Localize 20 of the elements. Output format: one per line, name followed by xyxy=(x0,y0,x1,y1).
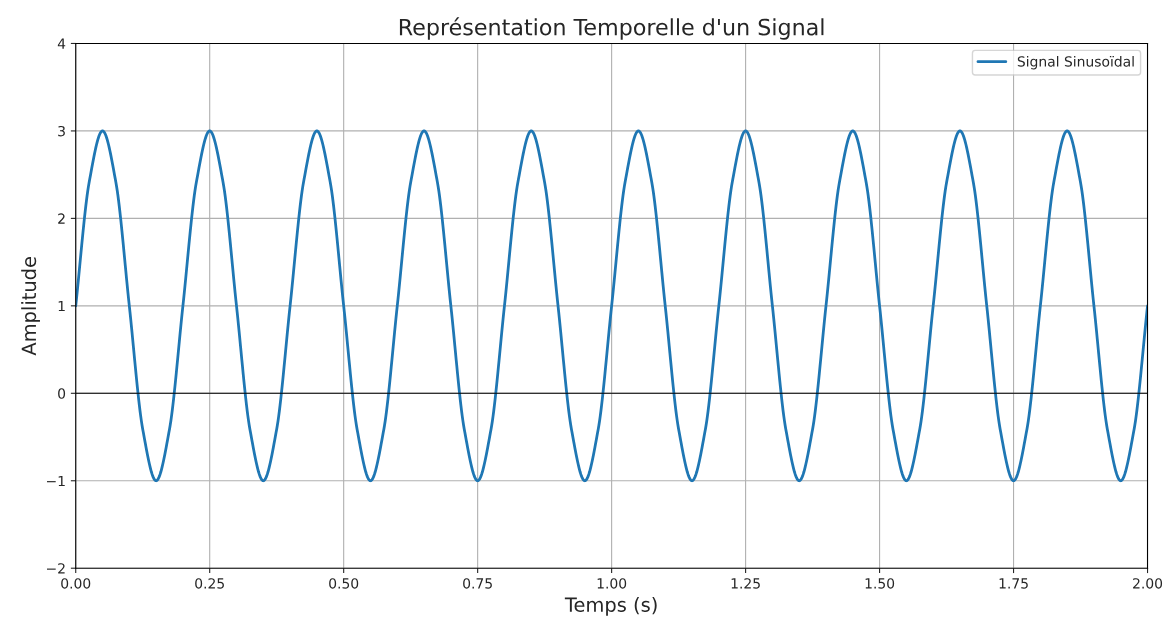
x-tick-label: 1.25 xyxy=(731,578,760,589)
y-tick-label: −1 xyxy=(47,475,65,487)
y-tick-label: 4 xyxy=(57,38,66,49)
y-tick-label: −2 xyxy=(47,563,65,574)
x-tick-label: 2.00 xyxy=(1133,578,1163,589)
x-axis-title: Temps (s) xyxy=(564,596,657,616)
x-tick-label: 0.75 xyxy=(463,578,492,589)
y-tick-label: 3 xyxy=(58,125,65,137)
x-tick-label: 0.50 xyxy=(329,578,359,589)
x-tick-label: 1.75 xyxy=(999,578,1028,589)
x-tick-label: 0.25 xyxy=(195,578,224,589)
chart-title: Représentation Temporelle d'un Signal xyxy=(399,17,824,40)
legend-label: Signal Sinusoïdal xyxy=(1017,55,1134,70)
x-tick-label: 1.00 xyxy=(597,578,627,589)
y-tick-label: 0 xyxy=(58,388,66,399)
y-tick-label: 1 xyxy=(58,300,65,312)
x-tick-label: 1.50 xyxy=(865,578,895,589)
x-tick-label: 0.00 xyxy=(61,578,91,589)
y-tick-label: 2 xyxy=(58,213,65,224)
y-axis-title: Amplitude xyxy=(21,257,40,356)
